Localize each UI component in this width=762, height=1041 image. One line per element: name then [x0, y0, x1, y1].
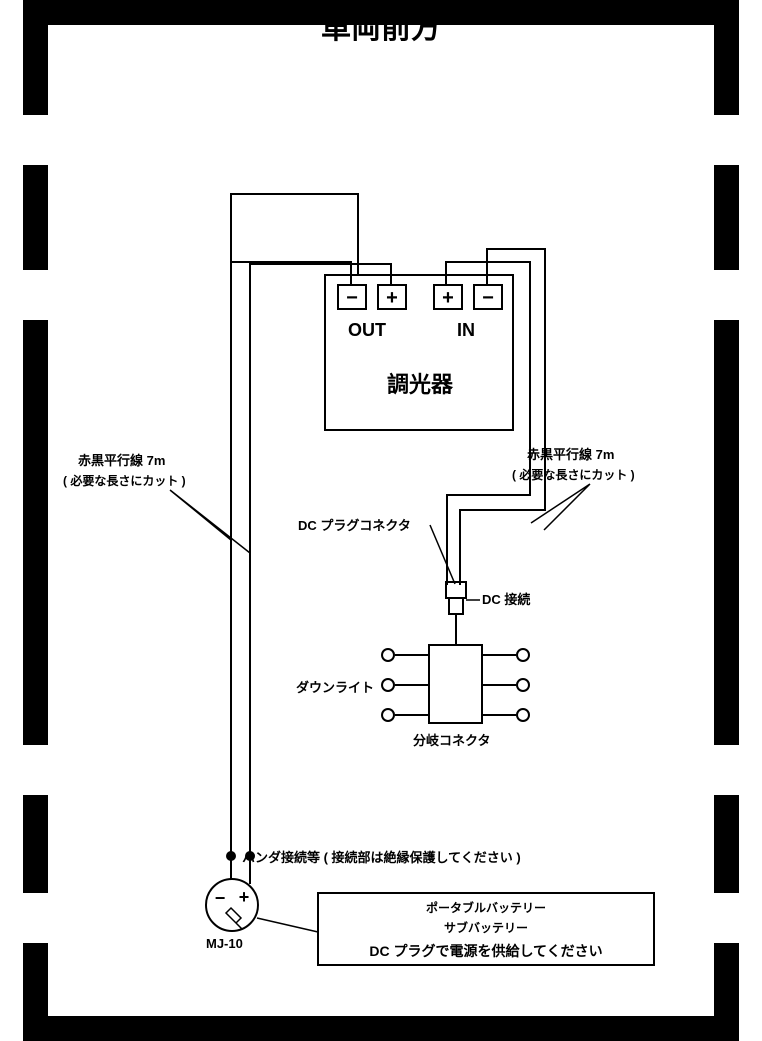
solder-label: ハンダ接続等 ( 接続部は絶縁保護してください ): [242, 850, 521, 865]
svg-text:−: −: [482, 287, 494, 309]
downlight-label: ダウンライト: [296, 680, 374, 695]
right-wire-label-1: 赤黒平行線 7m: [527, 447, 614, 462]
dimmer-label: 調光器: [387, 372, 454, 397]
frame-bottom: [23, 1016, 739, 1041]
battery-line-2: DC プラグで電源を供給してください: [369, 943, 602, 959]
battery-line-0: ポータブルバッテリー: [426, 900, 546, 915]
branch-label: 分岐コネクタ: [413, 733, 490, 748]
battery-line-1: サブバッテリー: [444, 920, 528, 935]
svg-text:−: −: [215, 888, 226, 908]
svg-text:+: +: [239, 887, 250, 907]
svg-text:OUT: OUT: [348, 320, 386, 340]
svg-text:+: +: [386, 287, 398, 309]
dc-plug-label: DC プラグコネクタ: [298, 518, 411, 533]
dc-connect-label: DC 接続: [482, 592, 530, 607]
svg-text:+: +: [442, 287, 454, 309]
svg-text:IN: IN: [457, 320, 475, 340]
left-wire-label-1: 赤黒平行線 7m: [78, 453, 165, 468]
title: 車両前方: [321, 11, 441, 45]
svg-text:−: −: [346, 287, 358, 309]
left-wire-label-2: ( 必要な長さにカット ): [63, 473, 186, 488]
right-wire-label-2: ( 必要な長さにカット ): [512, 467, 635, 482]
mj10-label: MJ-10: [206, 936, 243, 951]
